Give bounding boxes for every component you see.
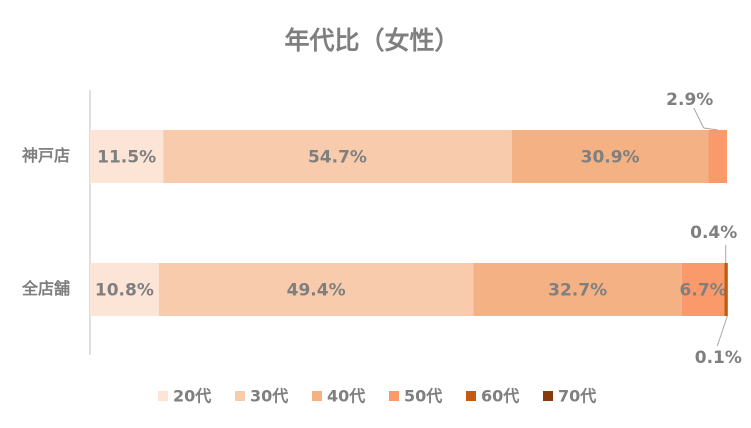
data-label: 10.8% [95, 281, 154, 301]
bar-segment [708, 130, 727, 183]
legend-swatch [235, 391, 245, 401]
bar-segment [511, 130, 709, 183]
bar-segment [158, 263, 474, 316]
data-label: 49.4% [287, 281, 346, 301]
data-label: 54.7% [308, 148, 367, 168]
legend-label: 40代 [327, 387, 365, 406]
legend-swatch [466, 391, 476, 401]
leader-line [716, 315, 728, 347]
data-label: 11.5% [97, 148, 156, 168]
y-tick-label: 全店舗 [21, 279, 70, 298]
legend-swatch [158, 391, 168, 401]
legend-label: 60代 [481, 387, 519, 406]
bar-segment [163, 130, 512, 183]
data-label: 2.9% [666, 90, 713, 110]
bar-segment [681, 263, 725, 316]
bar-segment [90, 263, 159, 316]
bar-segment [90, 130, 164, 183]
bar-segment [727, 263, 728, 316]
data-label: 0.1% [695, 348, 742, 368]
legend-label: 30代 [250, 387, 288, 406]
y-tick-label: 神戸店 [22, 146, 70, 165]
data-label: 6.7% [680, 281, 727, 301]
data-label: 30.9% [581, 148, 640, 168]
legend-label: 50代 [404, 387, 442, 406]
legend-swatch [389, 391, 399, 401]
legend-swatch [312, 391, 322, 401]
leader-line [703, 127, 718, 131]
bar-segment [724, 263, 727, 316]
bar-segment [473, 263, 682, 316]
legend-label: 20代 [173, 387, 211, 406]
leader-line [693, 107, 705, 129]
chart-title: 年代比（女性） [284, 26, 459, 55]
data-label: 0.4% [690, 223, 737, 243]
legend-swatch [543, 391, 553, 401]
legend-label: 70代 [558, 387, 596, 406]
data-label: 32.7% [548, 281, 607, 301]
